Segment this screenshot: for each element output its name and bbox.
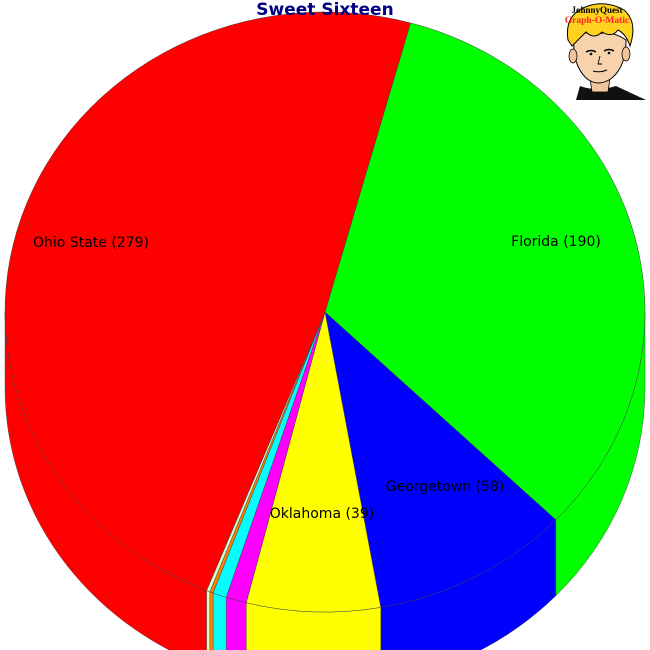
pie-side-walls (4, 311, 646, 650)
pie-slice-oklahoma (245, 311, 382, 613)
logo-line-1: JohnnyQuest (571, 5, 622, 15)
pie-side-slice-4 (212, 592, 227, 650)
cartoon-boy-icon (566, 3, 646, 100)
pie-slice-labels: Florida (190) Georgetown (58) Oklahoma (39… (33, 234, 601, 522)
slice-label-georgetown: Georgetown (58) (386, 479, 505, 495)
pie-side-slice-6 (206, 590, 210, 650)
slice-label-ohio-state: Ohio State (279) (33, 235, 149, 251)
graph-o-matic-logo: JohnnyQuest Graph-O-Matic (565, 3, 646, 100)
pie-slice-ohio-state (4, 11, 411, 592)
pie-side-slice-5 (209, 591, 214, 650)
logo-line-2: Graph-O-Matic (565, 16, 629, 26)
chart-title: Sweet Sixteen (256, 0, 394, 20)
pie-slice-georgetown (324, 311, 557, 608)
slice-label-oklahoma: Oklahoma (39) (270, 506, 374, 522)
pie-side-slice-3 (225, 597, 247, 650)
pie-slice-florida (324, 22, 646, 521)
pie-top-slices (4, 11, 646, 613)
slice-label-florida: Florida (190) (511, 234, 601, 250)
